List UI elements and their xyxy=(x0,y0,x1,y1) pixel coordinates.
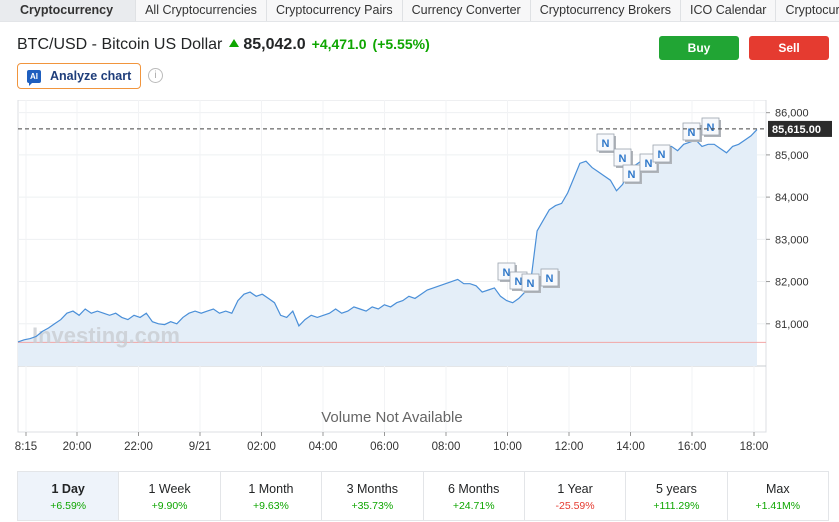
instrument-title: BTC/USD - Bitcoin US Dollar xyxy=(17,36,223,53)
x-tick-label: 06:00 xyxy=(370,441,399,453)
tab-cryptocurrency-more[interactable]: Cryptocurrency xyxy=(776,0,839,21)
x-tick-label: 20:00 xyxy=(63,441,92,453)
period-max[interactable]: Max +1.41M% xyxy=(728,472,828,520)
period-label: Max xyxy=(766,482,790,496)
news-marker-label: N xyxy=(515,276,523,288)
period-5-years[interactable]: 5 years +111.29% xyxy=(626,472,728,520)
price-change-percent: (+5.55%) xyxy=(372,36,430,52)
news-marker-label: N xyxy=(658,149,666,161)
period-1-month[interactable]: 1 Month +9.63% xyxy=(221,472,323,520)
period-change: +9.63% xyxy=(252,500,289,512)
investing-watermark: Investing.com xyxy=(32,323,180,348)
news-marker-icon[interactable]: N xyxy=(497,262,517,282)
volume-not-available-text: Volume Not Available xyxy=(321,409,462,426)
x-tick-label: 8:15 xyxy=(15,441,37,453)
current-price-label: 85,615.00 xyxy=(772,124,821,136)
price-up-arrow-icon xyxy=(229,39,240,47)
x-tick-label: 14:00 xyxy=(616,441,645,453)
tab-cryptocurrency-pairs[interactable]: Cryptocurrency Pairs xyxy=(267,0,403,21)
news-marker-icon[interactable]: N xyxy=(613,148,633,168)
x-tick-label: 22:00 xyxy=(124,441,153,453)
news-marker-label: N xyxy=(628,169,636,181)
sell-button[interactable]: Sell xyxy=(749,36,829,60)
period-change: +111.29% xyxy=(653,500,700,512)
x-tick-label: 16:00 xyxy=(678,441,707,453)
period-label: 1 Day xyxy=(51,482,85,496)
period-change: -25.59% xyxy=(555,500,595,512)
analyze-chart-label: Analyze chart xyxy=(50,69,132,83)
tab-cryptocurrency[interactable]: Cryptocurrency xyxy=(0,0,137,21)
price-area-fill xyxy=(18,129,757,366)
x-tick-label: 04:00 xyxy=(309,441,338,453)
y-tick-label: 82,000 xyxy=(775,277,809,289)
news-marker-label: N xyxy=(707,122,715,134)
news-marker-icon[interactable]: N xyxy=(682,122,702,142)
period-label: 3 Months xyxy=(346,482,399,496)
news-marker-icon[interactable]: N xyxy=(540,268,560,288)
period-label: 1 Month xyxy=(248,482,294,496)
x-tick-label: 9/21 xyxy=(189,441,211,453)
tab-currency-converter[interactable]: Currency Converter xyxy=(403,0,531,21)
period-1-week[interactable]: 1 Week +9.90% xyxy=(119,472,221,520)
news-marker-icon[interactable]: N xyxy=(622,164,642,184)
x-tick-label: 08:00 xyxy=(432,441,461,453)
period-change: +9.90% xyxy=(151,500,188,512)
period-label: 6 Months xyxy=(447,482,500,496)
period-label: 1 Week xyxy=(148,482,191,496)
news-marker-icon[interactable]: N xyxy=(652,144,672,164)
x-tick-label: 12:00 xyxy=(555,441,584,453)
news-marker-label: N xyxy=(688,127,696,139)
info-icon[interactable]: i xyxy=(148,68,163,83)
news-marker-icon[interactable]: N xyxy=(596,133,616,153)
period-3-months[interactable]: 3 Months +35.73% xyxy=(322,472,424,520)
ai-chat-icon: AI xyxy=(27,69,41,86)
news-marker-icon[interactable]: N xyxy=(521,273,541,293)
top-nav: Cryptocurrency All Cryptocurrencies Cryp… xyxy=(0,0,839,22)
performance-periods: 1 Day +6.59% 1 Week +9.90% 1 Month +9.63% 3… xyxy=(17,471,829,521)
period-change: +1.41M% xyxy=(755,500,801,512)
y-tick-label: 85,000 xyxy=(775,150,809,162)
period-label: 1 Year xyxy=(557,482,593,496)
period-label: 5 years xyxy=(655,482,697,496)
price-change: +4,471.0 xyxy=(311,36,367,52)
news-marker-label: N xyxy=(602,138,610,150)
period-change: +24.71% xyxy=(452,500,495,512)
analyze-chart-button[interactable]: AI Analyze chart xyxy=(17,63,141,89)
y-tick-label: 81,000 xyxy=(775,319,809,331)
period-change: +35.73% xyxy=(351,500,394,512)
last-price: 85,042.0 xyxy=(243,36,306,53)
news-marker-label: N xyxy=(645,158,653,170)
x-tick-label: 10:00 xyxy=(493,441,522,453)
period-change: +6.59% xyxy=(50,500,87,512)
tab-cryptocurrency-brokers[interactable]: Cryptocurrency Brokers xyxy=(531,0,682,21)
instrument-header: BTC/USD - Bitcoin US Dollar 85,042.0 +4,… xyxy=(17,36,430,54)
current-price-label-bg xyxy=(768,120,832,137)
x-tick-label: 18:00 xyxy=(740,441,769,453)
y-tick-label: 84,000 xyxy=(775,192,809,204)
period-6-months[interactable]: 6 Months +24.71% xyxy=(424,472,525,520)
news-marker-label: N xyxy=(527,278,535,290)
period-1-year[interactable]: 1 Year -25.59% xyxy=(525,472,627,520)
buy-button[interactable]: Buy xyxy=(659,36,739,60)
period-1-day[interactable]: 1 Day +6.59% xyxy=(18,472,120,520)
news-marker-label: N xyxy=(619,153,627,165)
tab-all-cryptocurrencies[interactable]: All Cryptocurrencies xyxy=(136,0,267,21)
news-marker-label: N xyxy=(546,273,554,285)
y-tick-label: 83,000 xyxy=(775,234,809,246)
news-marker-label: N xyxy=(503,267,511,279)
tab-ico-calendar[interactable]: ICO Calendar xyxy=(681,0,777,21)
y-tick-label: 86,000 xyxy=(775,108,809,120)
x-tick-label: 02:00 xyxy=(247,441,276,453)
news-marker-icon[interactable]: N xyxy=(701,117,721,137)
